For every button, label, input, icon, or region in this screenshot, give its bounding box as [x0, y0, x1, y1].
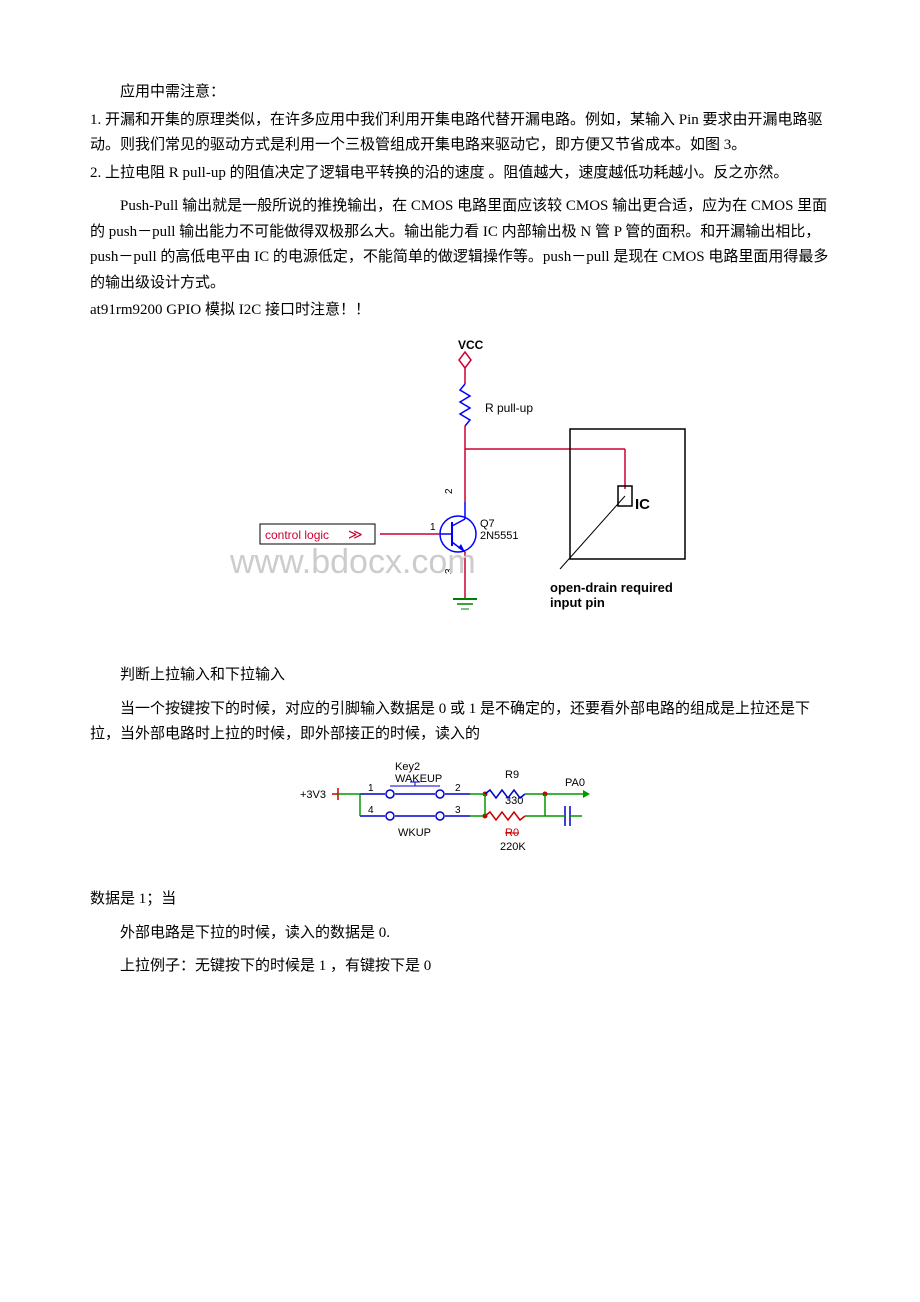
paragraph-6: 判断上拉输入和下拉输入	[90, 663, 830, 689]
paragraph-10: 上拉例子：无键按下的时候是 1 ，有键按下是 0	[90, 954, 830, 980]
svg-text:Key2: Key2	[395, 761, 420, 773]
paragraph-7: 当一个按键按下的时候，对应的引脚输入数据是 0 或 1 是不确定的，还要看外部电…	[90, 697, 830, 748]
paragraph-4: Push-Pull 输出就是一般所说的推挽输出，在 CMOS 电路里面应该较 C…	[90, 194, 830, 296]
svg-text:≫: ≫	[348, 526, 363, 542]
circuit-svg-2: Key2 WAKEUP R9 330 PA0 +3V3 1 2 4 3	[290, 758, 630, 868]
circuit-diagram-1: www.bdocx.com VCC R pull-up 2 IC open-dr…	[90, 334, 830, 654]
svg-text:2N5551: 2N5551	[480, 530, 519, 542]
svg-text:WAKEUP: WAKEUP	[395, 773, 442, 785]
svg-text:Q7: Q7	[480, 518, 495, 530]
paragraph-8: 数据是 1；当	[90, 887, 830, 913]
svg-text:2: 2	[455, 783, 461, 794]
svg-text:3: 3	[455, 805, 461, 816]
svg-text:1: 1	[430, 522, 436, 533]
svg-text:PA0: PA0	[565, 777, 585, 789]
paragraph-2: 1. 开漏和开集的原理类似，在许多应用中我们利用开集电路代替开漏电路。例如，某输…	[90, 108, 830, 159]
svg-text:WKUP: WKUP	[398, 827, 431, 839]
circuit-svg-1: VCC R pull-up 2 IC open-drain required i…	[180, 334, 740, 644]
svg-text:220K: 220K	[500, 841, 526, 853]
paragraph-1: 应用中需注意：	[90, 80, 830, 106]
svg-text:+3V3: +3V3	[300, 789, 326, 801]
paragraph-3: 2. 上拉电阻 R pull-up 的阻值决定了逻辑电平转换的沿的速度 。阻值越…	[90, 161, 830, 187]
svg-text:2: 2	[444, 488, 455, 494]
paragraph-9: 外部电路是下拉的时候，读入的数据是 0.	[90, 921, 830, 947]
svg-text:input pin: input pin	[550, 595, 605, 610]
paragraph-5: at91rm9200 GPIO 模拟 I2C 接口时注意！！	[90, 298, 830, 324]
circuit-diagram-2: Key2 WAKEUP R9 330 PA0 +3V3 1 2 4 3	[90, 758, 830, 878]
svg-text:VCC: VCC	[458, 338, 484, 352]
svg-text:R pull-up: R pull-up	[485, 401, 533, 415]
svg-text:R9: R9	[505, 769, 519, 781]
svg-text:R0: R0	[505, 827, 519, 839]
svg-text:3: 3	[444, 568, 455, 574]
svg-text:IC: IC	[635, 496, 650, 513]
svg-text:1: 1	[368, 783, 374, 794]
svg-text:4: 4	[368, 805, 374, 816]
svg-text:control logic: control logic	[265, 528, 329, 542]
svg-text:open-drain required: open-drain required	[550, 580, 673, 595]
